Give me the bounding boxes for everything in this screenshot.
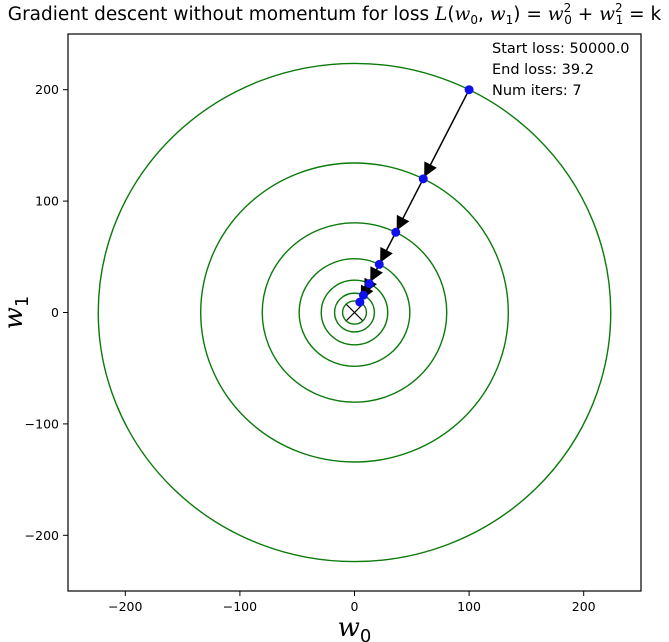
title-L: L bbox=[434, 4, 447, 25]
title-w0-sq: w bbox=[548, 4, 564, 25]
descent-path bbox=[359, 89, 470, 303]
x-tick-label-0: −200 bbox=[108, 599, 142, 614]
title-sub0: 0 bbox=[470, 13, 478, 27]
title-sup2b: 2 bbox=[615, 1, 623, 15]
path-arrowhead-3 bbox=[370, 266, 383, 282]
y-tick-label-0: −200 bbox=[25, 528, 59, 543]
y-label-var: w bbox=[0, 307, 29, 329]
contour-ring-6 bbox=[341, 300, 368, 325]
title-w1-sq: w bbox=[599, 4, 615, 25]
contour-ring-4 bbox=[320, 279, 389, 346]
chart-title: Gradient descent without momentum for lo… bbox=[8, 1, 662, 27]
title-sup2a: 2 bbox=[564, 1, 572, 15]
y-axis-label: w1 bbox=[0, 296, 33, 330]
x-tick-label-1: −100 bbox=[223, 599, 257, 614]
contour-ring-2 bbox=[261, 222, 448, 403]
y-tick-label-1: −100 bbox=[25, 416, 59, 431]
title-sub1b: 1 bbox=[616, 13, 624, 27]
title-eq: = bbox=[623, 4, 650, 25]
title-k: k bbox=[651, 4, 662, 25]
path-arrowhead-2 bbox=[380, 246, 393, 263]
contour-ring-5 bbox=[333, 292, 376, 333]
path-arrowhead-0 bbox=[424, 161, 437, 178]
title-comma: , bbox=[478, 4, 490, 25]
descent-point-1 bbox=[418, 174, 428, 184]
title-paren-open: ( bbox=[447, 4, 454, 25]
minimum-marker bbox=[346, 304, 363, 321]
annotation-line-0: Start loss: 50000.0 bbox=[492, 41, 630, 57]
x-label-sub: 0 bbox=[360, 626, 371, 642]
title-paren-close-eq: ) = bbox=[513, 4, 547, 25]
y-tick-label-4: 200 bbox=[35, 82, 59, 97]
y-tick-label-2: 0 bbox=[51, 305, 59, 320]
contour-ring-3 bbox=[298, 257, 411, 368]
title-plus: + bbox=[572, 4, 599, 25]
descent-point-0 bbox=[464, 85, 474, 95]
contour-ring-0 bbox=[97, 62, 612, 563]
y-label-sub: 1 bbox=[12, 296, 33, 307]
minimum-x-stroke-b bbox=[346, 304, 363, 321]
title-prefix: Gradient descent without momentum for lo… bbox=[8, 4, 435, 25]
title-w0: w bbox=[455, 4, 471, 25]
descent-point-4 bbox=[364, 279, 374, 289]
descent-point-5 bbox=[358, 290, 368, 300]
contour-ring-1 bbox=[200, 162, 509, 463]
title-sub1: 1 bbox=[506, 13, 514, 27]
x-label-var: w bbox=[338, 613, 360, 642]
y-ticks: −200 −100 0 100 200 bbox=[25, 82, 68, 543]
x-ticks: −200 −100 0 100 200 bbox=[108, 591, 596, 614]
descent-point-2 bbox=[391, 227, 401, 237]
title-sub0b: 0 bbox=[564, 13, 572, 27]
contour-lines bbox=[97, 62, 612, 563]
descent-point-3 bbox=[374, 259, 384, 269]
annotation-line-1: End loss: 39.2 bbox=[492, 62, 594, 78]
x-tick-label-4: 200 bbox=[572, 599, 596, 614]
x-axis-label: w0 bbox=[338, 613, 372, 642]
x-tick-label-2: 0 bbox=[351, 599, 359, 614]
path-segment-0 bbox=[422, 89, 470, 180]
title-w1: w bbox=[490, 4, 506, 25]
descent-points bbox=[355, 85, 474, 307]
annotation-line-2: Num iters: 7 bbox=[492, 83, 582, 99]
path-arrowhead-1 bbox=[396, 214, 410, 231]
annotation-box: Start loss: 50000.0 End loss: 39.2 Num ite… bbox=[492, 41, 630, 99]
descent-point-6 bbox=[355, 297, 365, 307]
y-tick-label-3: 100 bbox=[35, 194, 59, 209]
x-tick-label-3: 100 bbox=[457, 599, 481, 614]
